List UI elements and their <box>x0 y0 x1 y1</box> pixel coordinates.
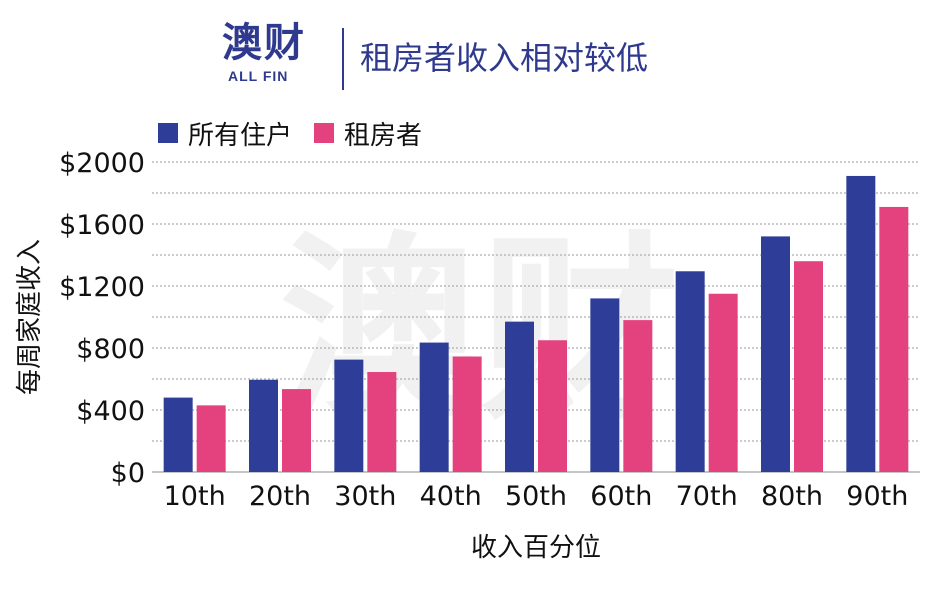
bar-all-households-90th <box>846 175 876 472</box>
bar-renters-10th <box>196 405 226 472</box>
y-tick-label: $2000 <box>59 148 145 179</box>
header-divider <box>342 28 344 90</box>
x-tick-label: 60th <box>590 481 652 512</box>
x-tick-label: 80th <box>761 481 823 512</box>
legend-label-all-households: 所有住户 <box>188 120 293 151</box>
legend-swatch-renters <box>314 123 335 143</box>
x-axis-ticks: 10th 20th 30th 40th 50th 60th 70th 80th 90th <box>164 481 909 512</box>
x-tick-label: 10th <box>164 481 226 512</box>
bar-all-households-30th <box>334 359 364 472</box>
chart-title: 租房者收入相对较低 <box>360 39 649 77</box>
bar-renters-20th <box>282 389 311 472</box>
bar-all-households-60th <box>590 298 620 472</box>
bars <box>163 175 909 472</box>
legend-label-renters: 租房者 <box>344 120 423 151</box>
bar-renters-70th <box>708 293 738 472</box>
chart-header: 澳财 ALL FIN 租房者收入相对较低 <box>0 0 943 110</box>
y-axis-title: 每周家庭收入 <box>15 239 45 395</box>
x-tick-label: 70th <box>676 481 738 512</box>
x-tick-label: 30th <box>334 481 396 512</box>
bar-all-households-80th <box>761 236 790 472</box>
y-tick-label: $1600 <box>59 210 145 241</box>
x-tick-label: 40th <box>420 481 482 512</box>
brand-logo: 澳财 ALL FIN <box>222 20 332 94</box>
bar-renters-50th <box>538 340 567 472</box>
bar-all-households-70th <box>675 271 705 472</box>
bar-renters-60th <box>623 320 653 472</box>
legend-swatch-all-households <box>158 123 178 143</box>
y-tick-label: $1200 <box>59 272 145 303</box>
legend-item-all-households: 所有住户 <box>158 115 292 152</box>
bar-all-households-50th <box>505 321 534 472</box>
bar-all-households-40th <box>419 342 449 472</box>
bar-renters-80th <box>794 261 823 472</box>
x-tick-label: 50th <box>505 481 567 512</box>
y-tick-label: $400 <box>76 396 145 427</box>
x-axis-title: 收入百分位 <box>471 533 601 563</box>
gridlines <box>152 161 920 473</box>
bar-all-households-10th <box>163 397 193 472</box>
bar-all-households-20th <box>249 379 278 472</box>
bar-renters-90th <box>879 206 909 472</box>
x-tick-label: 20th <box>249 481 311 512</box>
y-axis-ticks: $0 $400 $800 $1200 $1600 $2000 <box>59 148 145 489</box>
x-tick-label: 90th <box>846 481 908 512</box>
bar-renters-30th <box>367 372 397 472</box>
logo-subtext: ALL FIN <box>228 68 289 84</box>
y-tick-label: $800 <box>76 334 145 365</box>
y-tick-label: $0 <box>111 458 145 489</box>
chart-legend: 所有住户 租房者 <box>158 118 444 151</box>
logo-wordmark: 澳财 <box>222 20 306 66</box>
bar-renters-40th <box>452 356 482 472</box>
legend-item-renters: 租房者 <box>314 115 422 152</box>
